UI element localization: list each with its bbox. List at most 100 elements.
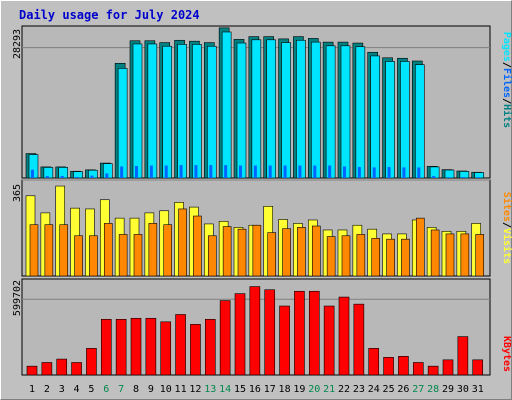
bar-pages-day-26 — [402, 167, 406, 178]
bar-files-day-18 — [281, 42, 291, 179]
x-tick-label-day-24: 24 — [368, 384, 380, 395]
bar-sites-day-18 — [282, 228, 291, 277]
bar-sites-day-10 — [163, 224, 173, 277]
bar-files-day-31 — [474, 172, 485, 179]
bar-sites-day-27 — [415, 217, 425, 277]
x-tick-label-day-1: 1 — [29, 384, 35, 395]
bar-kbytes-day-28 — [427, 365, 439, 376]
hits-y-tick-label: 28293 — [12, 29, 23, 59]
bar-pages-day-8 — [135, 166, 138, 178]
bar-pages-day-13 — [209, 165, 213, 178]
bar-pages-day-29 — [447, 177, 450, 178]
bar-pages-day-30 — [461, 177, 465, 178]
x-tick-label-day-28: 28 — [427, 384, 439, 395]
x-tick-label-day-27: 27 — [412, 384, 424, 395]
kbytes-y-tick-label: 599702 — [12, 280, 23, 316]
hits-label-files: Files — [501, 68, 512, 98]
bar-pages-day-9 — [149, 165, 153, 178]
x-tick-label-day-22: 22 — [338, 384, 350, 395]
bar-pages-day-2 — [45, 175, 49, 178]
bar-kbytes-day-8 — [130, 317, 142, 376]
x-tick-label-day-8: 8 — [133, 384, 139, 395]
bar-files-day-7 — [117, 68, 128, 179]
x-tick-label-day-25: 25 — [383, 384, 395, 395]
x-tick-label-day-13: 13 — [204, 384, 216, 395]
visits-label-sep: / — [501, 222, 512, 228]
bar-kbytes-day-1 — [26, 365, 38, 376]
bar-pages-day-27 — [417, 167, 421, 178]
bar-sites-day-29 — [445, 233, 455, 277]
bar-pages-day-11 — [179, 165, 183, 178]
bar-sites-day-12 — [193, 215, 202, 277]
bar-files-day-30 — [459, 171, 470, 179]
bar-files-day-21 — [325, 45, 336, 179]
bar-pages-day-7 — [120, 166, 124, 178]
bar-sites-day-16 — [252, 224, 262, 277]
bar-kbytes-day-22 — [338, 296, 350, 376]
bar-files-day-24 — [370, 55, 381, 179]
bar-files-day-23 — [355, 46, 366, 179]
x-tick-label-day-11: 11 — [175, 384, 187, 395]
bar-kbytes-day-3 — [56, 358, 68, 376]
bar-sites-day-9 — [148, 223, 158, 277]
bar-sites-day-1 — [29, 224, 39, 277]
bar-pages-day-23 — [357, 166, 361, 178]
bar-kbytes-day-10 — [160, 321, 172, 376]
x-tick-label-day-20: 20 — [308, 384, 320, 395]
bar-sites-day-15 — [237, 228, 247, 277]
bar-files-day-16 — [251, 39, 262, 179]
bar-files-day-15 — [236, 42, 247, 179]
x-tick-label-day-12: 12 — [189, 384, 201, 395]
bar-pages-day-5 — [90, 175, 94, 178]
visits-label-sites: Sites — [501, 192, 512, 222]
bar-pages-day-4 — [75, 176, 79, 178]
bar-files-day-10 — [162, 45, 173, 179]
x-axis-day-labels: 1 2 3 4 5 6 7 8 9 10 11 12 13 14 15 16 17 18 19 20 21 22 23 24 2… — [29, 384, 484, 395]
bar-sites-day-30 — [460, 233, 470, 277]
bar-files-day-25 — [385, 61, 395, 179]
bar-pages-day-16 — [253, 165, 257, 178]
bar-files-day-11 — [177, 44, 187, 179]
hits-label-pages: Pages — [501, 32, 512, 62]
visits-panel-bars — [25, 185, 485, 277]
bar-sites-day-5 — [89, 235, 98, 277]
x-tick-label-day-26: 26 — [397, 384, 409, 395]
bar-sites-day-21 — [326, 236, 336, 277]
bar-kbytes-day-21 — [323, 305, 335, 376]
bar-files-day-27 — [414, 64, 425, 179]
bar-kbytes-day-11 — [175, 314, 186, 376]
hits-panel-bars — [25, 27, 485, 179]
bar-kbytes-day-2 — [41, 362, 53, 376]
bar-kbytes-day-30 — [457, 336, 469, 376]
x-tick-label-day-2: 2 — [44, 384, 50, 395]
bar-pages-day-25 — [387, 166, 391, 178]
bar-pages-day-20 — [313, 165, 317, 178]
bar-kbytes-day-6 — [100, 318, 112, 376]
bar-sites-day-11 — [178, 208, 187, 277]
bar-pages-day-6 — [105, 173, 109, 178]
x-tick-label-day-3: 3 — [59, 384, 65, 395]
bar-sites-day-4 — [74, 235, 83, 277]
hits-label-sep2: / — [501, 98, 512, 104]
bar-kbytes-day-20 — [308, 290, 320, 376]
bar-pages-day-3 — [60, 175, 64, 178]
x-tick-label-day-5: 5 — [88, 384, 94, 395]
x-tick-label-day-16: 16 — [249, 384, 261, 395]
bar-kbytes-day-4 — [71, 362, 82, 376]
x-tick-label-day-17: 17 — [264, 384, 276, 395]
hits-axis-label: Pages/Files/Hits — [501, 32, 512, 128]
bar-kbytes-day-27 — [412, 362, 424, 376]
bar-kbytes-day-31 — [472, 359, 484, 376]
bar-sites-day-17 — [267, 232, 277, 277]
bar-kbytes-day-29 — [442, 359, 454, 376]
bar-sites-day-28 — [430, 229, 440, 277]
bar-pages-day-17 — [268, 165, 272, 178]
bar-kbytes-day-7 — [115, 318, 127, 376]
bar-kbytes-day-19 — [294, 290, 305, 376]
bar-sites-day-14 — [222, 226, 232, 277]
bar-kbytes-day-12 — [190, 324, 201, 376]
bar-kbytes-day-14 — [219, 300, 231, 376]
x-tick-label-day-10: 10 — [160, 384, 172, 395]
bar-files-day-17 — [266, 39, 277, 179]
